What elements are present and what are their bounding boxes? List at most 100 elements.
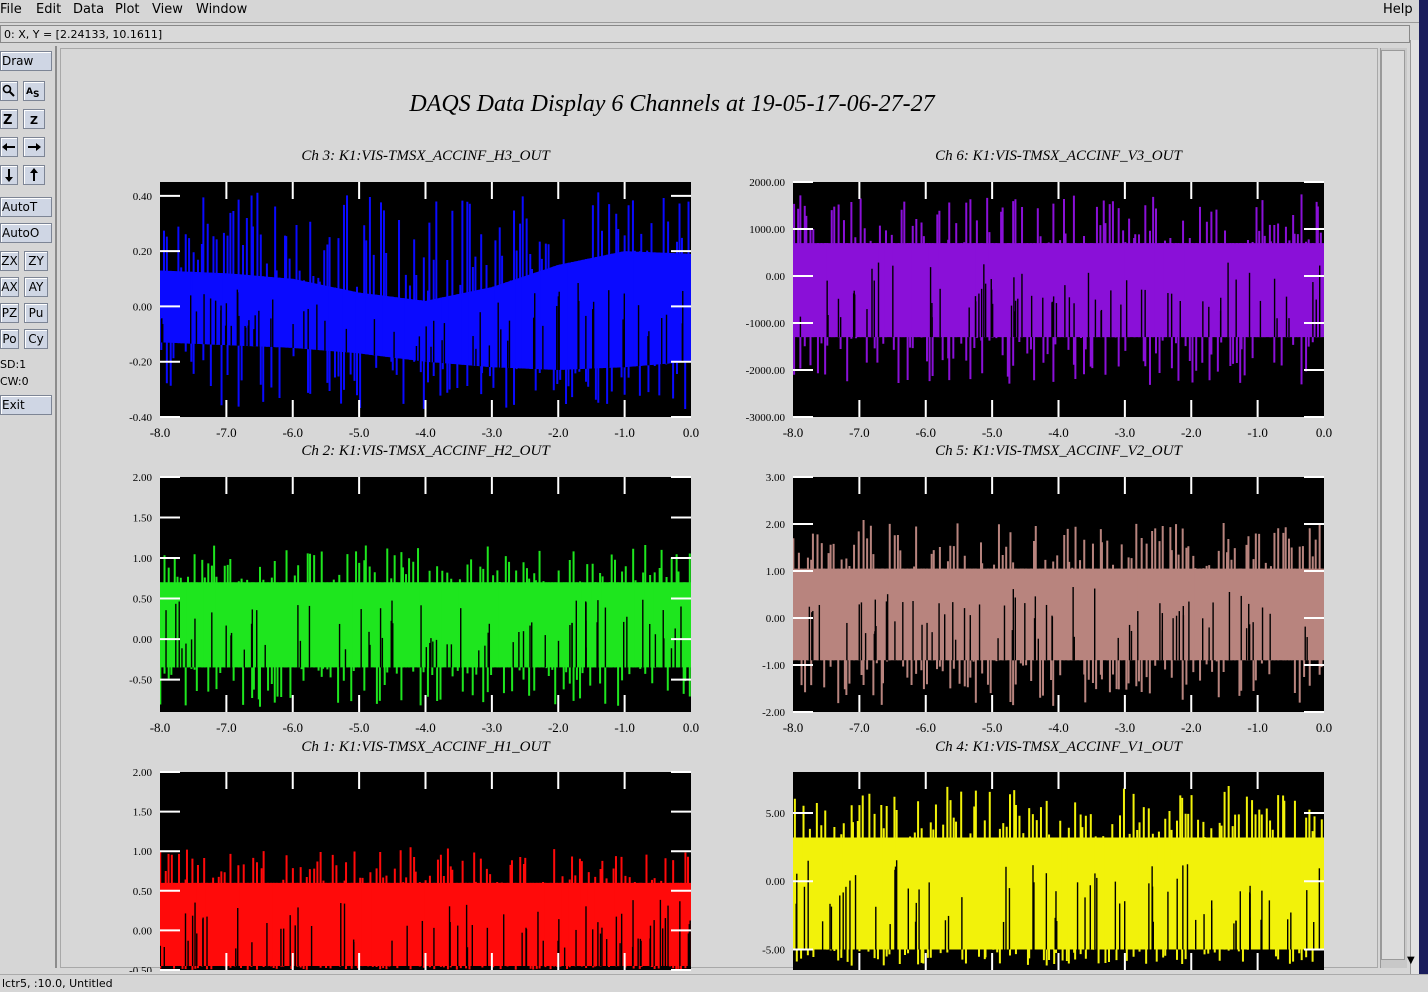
zy-button[interactable]: ZY <box>24 251 48 271</box>
svg-text:Z: Z <box>3 113 12 126</box>
x-tick-label: -5.0 <box>349 720 370 735</box>
chart-6: Ch 4: K1:VIS-TMSX_ACCINF_V1_OUT 5.00 0.00 -… <box>762 739 1324 970</box>
arrow-up-icon[interactable] <box>23 165 45 185</box>
chart-title: Ch 4: K1:VIS-TMSX_ACCINF_V1_OUT <box>935 739 1183 755</box>
y-tick-label: 0.00 <box>766 271 786 283</box>
y-tick-label: -0.40 <box>129 412 152 424</box>
bottom-status: lctr5, :10.0, Untitled <box>0 974 1428 991</box>
autot-button[interactable]: AutoT <box>0 197 52 217</box>
y-tick-label: 0.00 <box>133 925 153 937</box>
menu-help[interactable]: Help <box>1383 2 1413 17</box>
y-tick-label: 1.00 <box>133 846 153 858</box>
arrow-right-icon[interactable] <box>23 137 45 157</box>
x-tick-label: -4.0 <box>415 425 436 440</box>
svg-text:Z: Z <box>30 114 38 126</box>
chart-title: Ch 2: K1:VIS-TMSX_ACCINF_H2_OUT <box>301 443 551 459</box>
cy-button[interactable]: Cy <box>24 329 48 349</box>
charts: Ch 3: K1:VIS-TMSX_ACCINF_H3_OUT 0.40 0.20 0… <box>129 148 1332 972</box>
pz-button[interactable]: PZ <box>0 303 19 323</box>
y-tick-label: -0.20 <box>129 357 152 369</box>
chart-4: Ch 5: K1:VIS-TMSX_ACCINF_V2_OUT 3.00 2.00 1… <box>762 443 1332 735</box>
y-tick-label: 1.00 <box>766 566 786 578</box>
exit-button[interactable]: Exit <box>0 395 52 415</box>
x-tick-label: -2.0 <box>1181 425 1202 440</box>
y-tick-label: 0.00 <box>133 634 153 646</box>
y-tick-label: 2.00 <box>133 472 153 484</box>
x-tick-label: -8.0 <box>150 720 171 735</box>
series-trace <box>793 520 1324 706</box>
y-tick-label: 0.00 <box>133 301 153 313</box>
y-tick-label: 1.50 <box>133 513 153 525</box>
x-tick-label: -3.0 <box>482 425 503 440</box>
x-tick-label: -7.0 <box>216 425 237 440</box>
menu-view[interactable]: View <box>152 2 183 17</box>
pu-button[interactable]: Pu <box>24 303 48 323</box>
ax-button[interactable]: AX <box>0 277 19 297</box>
x-tick-label: -1.0 <box>614 425 635 440</box>
x-tick-label: -2.0 <box>548 720 569 735</box>
menu-data[interactable]: Data <box>73 2 105 17</box>
series-trace <box>793 785 1324 966</box>
magnify-icon[interactable] <box>0 81 18 101</box>
x-tick-label: -7.0 <box>216 720 237 735</box>
chart-3: Ch 2: K1:VIS-TMSX_ACCINF_H2_OUT 2.00 1.50 1… <box>129 443 699 735</box>
x-tick-label: -8.0 <box>150 425 171 440</box>
x-tick-label: -3.0 <box>1115 720 1136 735</box>
y-tick-label: -2000.00 <box>746 365 786 377</box>
zoom-out-icon[interactable]: Z <box>0 109 18 129</box>
ay-button[interactable]: AY <box>24 277 48 297</box>
zoom-in-icon[interactable]: Z <box>23 109 45 129</box>
menu-window[interactable]: Window <box>196 2 248 17</box>
chart-1: Ch 3: K1:VIS-TMSX_ACCINF_H3_OUT 0.40 0.20 0… <box>129 148 699 440</box>
y-tick-label: 2.00 <box>133 767 153 779</box>
x-tick-label: -1.0 <box>1247 720 1268 735</box>
menu-plot[interactable]: Plot <box>115 2 140 17</box>
zx-button[interactable]: ZX <box>0 251 19 271</box>
x-tick-label: -5.0 <box>982 720 1003 735</box>
menu-edit[interactable]: Edit <box>36 2 62 17</box>
autoo-button[interactable]: AutoO <box>0 223 52 243</box>
draw-button[interactable]: Draw <box>0 51 52 71</box>
x-tick-label: -3.0 <box>482 720 503 735</box>
y-tick-label: 1.00 <box>133 553 153 565</box>
x-tick-label: -6.0 <box>915 425 936 440</box>
series-trace <box>160 545 691 707</box>
y-tick-label: -0.50 <box>129 965 152 972</box>
x-tick-label: -8.0 <box>783 720 804 735</box>
cw-label: CW:0 <box>0 375 29 388</box>
x-tick-label: -4.0 <box>415 720 436 735</box>
sd-label: SD:1 <box>0 358 27 371</box>
x-tick-label: -4.0 <box>1048 720 1069 735</box>
plots-layer: DAQS Data Display 6 Channels at 19-05-17… <box>129 91 1332 972</box>
arrow-left-icon[interactable] <box>0 137 18 157</box>
x-tick-label: -6.0 <box>282 425 303 440</box>
y-tick-label: 3.00 <box>766 472 786 484</box>
menu-file[interactable]: File <box>0 2 22 17</box>
signal-band <box>793 837 1324 950</box>
x-tick-label: -2.0 <box>1181 720 1202 735</box>
chart-2: Ch 6: K1:VIS-TMSX_ACCINF_V3_OUT 2000.00 10… <box>746 148 1333 440</box>
series-trace <box>160 192 691 410</box>
y-tick-label: 0.00 <box>766 876 786 888</box>
chart-title: Ch 3: K1:VIS-TMSX_ACCINF_H3_OUT <box>301 148 551 164</box>
x-tick-label: 0.0 <box>683 720 699 735</box>
y-tick-label: 1000.00 <box>749 224 785 236</box>
y-tick-label: 0.40 <box>133 191 153 203</box>
x-tick-label: -5.0 <box>982 425 1003 440</box>
desktop-edge <box>1419 0 1428 991</box>
y-tick-label: 2000.00 <box>749 177 785 189</box>
y-tick-label: 1.50 <box>133 807 153 819</box>
po-button[interactable]: Po <box>0 329 19 349</box>
signal-band <box>793 568 1324 661</box>
scrollbar-thumb[interactable] <box>1381 50 1405 960</box>
x-tick-label: -1.0 <box>1247 425 1268 440</box>
y-tick-label: 0.50 <box>133 594 153 606</box>
series-trace <box>160 847 691 970</box>
right-margin <box>1410 40 1420 975</box>
arrow-down-icon[interactable] <box>0 165 18 185</box>
scroll-down-arrow-icon[interactable]: ▼ <box>1407 955 1415 966</box>
y-tick-label: -0.50 <box>129 675 152 687</box>
y-tick-label: 0.20 <box>133 246 153 258</box>
display-title: DAQS Data Display 6 Channels at 19-05-17… <box>408 91 935 117</box>
